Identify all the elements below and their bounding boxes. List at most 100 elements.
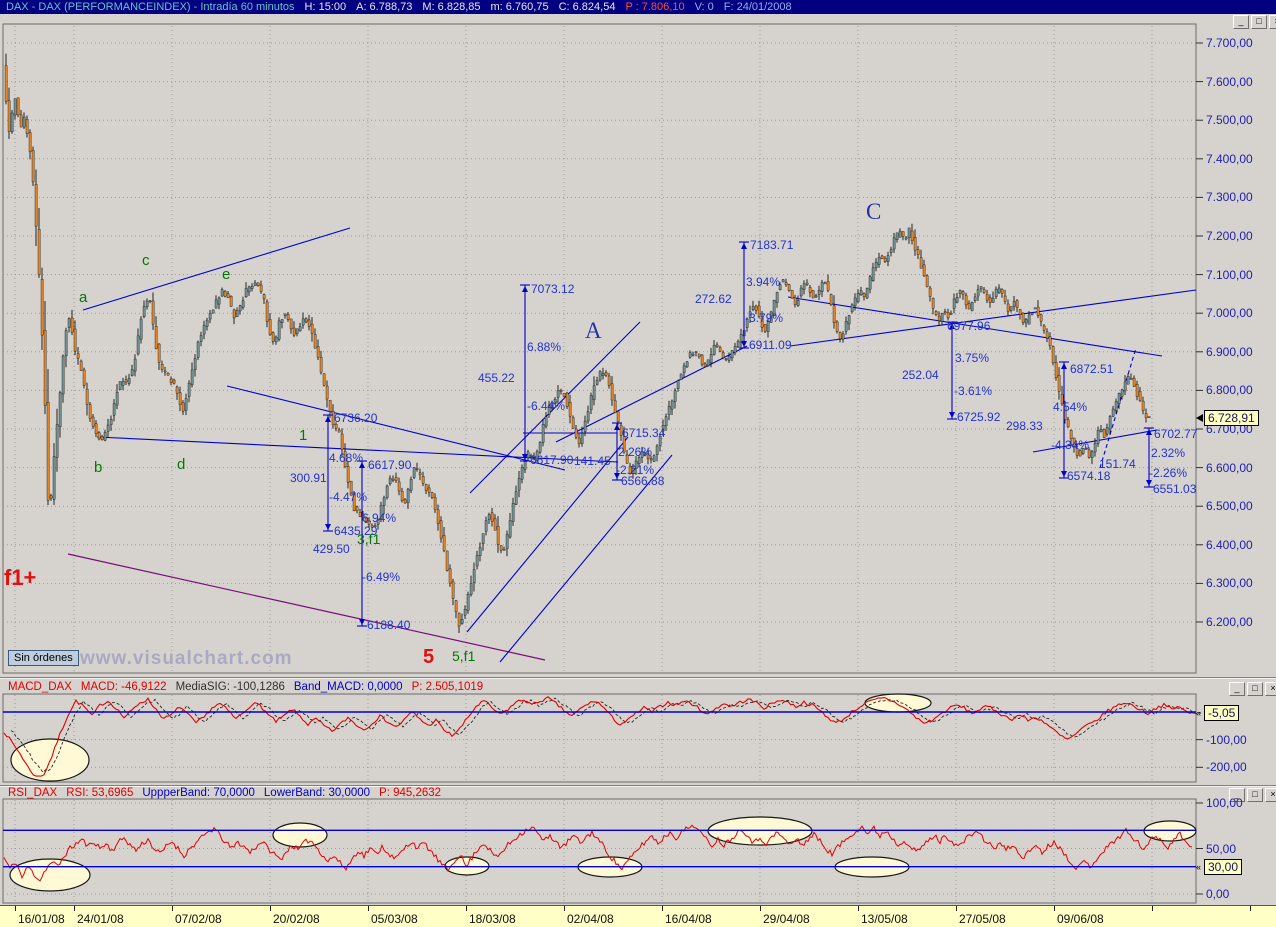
annotation-label: e xyxy=(222,266,230,283)
candle-body xyxy=(916,249,920,255)
candle-body xyxy=(220,289,224,297)
macd-pane-close-button[interactable]: × xyxy=(1265,682,1276,696)
annotation-label: 3.75% xyxy=(955,351,989,365)
candle-body xyxy=(523,461,527,470)
date-tick xyxy=(466,906,467,911)
candle-body xyxy=(406,488,410,504)
candle-body xyxy=(529,455,533,457)
main-pane-minimize-button[interactable]: _ xyxy=(1233,15,1249,29)
candle-body xyxy=(748,311,752,318)
date-label: 09/06/08 xyxy=(1057,912,1104,926)
candle-body xyxy=(604,372,608,376)
candle-body xyxy=(691,353,695,356)
annotation-label: 6702.77 xyxy=(1154,427,1198,441)
main-pane-close-button[interactable]: × xyxy=(1269,15,1276,29)
candle-body xyxy=(580,433,584,444)
candle-body xyxy=(271,332,275,342)
annotation-label: -3.79% xyxy=(745,311,783,325)
annotation-label: -6.49% xyxy=(362,570,400,584)
candle-body xyxy=(409,479,413,491)
candle-body xyxy=(1096,430,1100,444)
candle-body xyxy=(850,304,854,312)
candle-body xyxy=(820,282,824,293)
trendline xyxy=(82,227,351,311)
candle-body xyxy=(577,437,581,444)
title-bar-segment: V: 0 xyxy=(694,1,714,13)
candle-body xyxy=(1066,419,1070,428)
candle-body xyxy=(1075,448,1079,456)
measure-arrowhead-down xyxy=(1061,471,1067,477)
candle-body xyxy=(670,400,674,410)
candle-body xyxy=(1012,301,1016,307)
candle-body xyxy=(964,295,968,306)
candle-body xyxy=(532,455,536,458)
candle-body xyxy=(856,293,860,302)
candle-body xyxy=(724,358,728,361)
candle-body xyxy=(439,520,443,539)
candle-body xyxy=(250,286,254,289)
candle-body xyxy=(637,457,641,464)
candle-body xyxy=(1138,391,1142,401)
candle-body xyxy=(223,291,227,297)
annotation-label: 7183.71 xyxy=(750,238,794,252)
candle-body xyxy=(745,319,749,328)
candle-body xyxy=(631,467,635,474)
candle-body xyxy=(16,97,20,116)
candle-body xyxy=(337,429,341,433)
date-tick xyxy=(760,906,761,911)
candle-body xyxy=(1021,312,1025,323)
macd-pane-maximize-button[interactable]: □ xyxy=(1247,682,1263,696)
purple-trendline xyxy=(67,553,546,661)
rsi-pane-maximize-button[interactable]: □ xyxy=(1247,788,1263,802)
candle-body xyxy=(46,401,50,501)
current-price-pointer xyxy=(1196,414,1203,422)
candle-body xyxy=(286,314,290,320)
candle-body xyxy=(385,485,389,498)
candle-body xyxy=(328,399,332,412)
measure-arrowhead-down xyxy=(1146,480,1152,486)
annotation-label: b xyxy=(94,459,102,476)
candle-body xyxy=(127,378,131,384)
candle-body xyxy=(352,494,356,512)
candle-body xyxy=(1018,309,1022,315)
candle-body xyxy=(163,370,167,373)
candle-body xyxy=(658,436,662,446)
annotation-label: C xyxy=(866,199,881,224)
candle-body xyxy=(793,297,797,305)
candle-body xyxy=(457,612,461,627)
macd-axis-label: -200,00 xyxy=(1206,760,1247,775)
candle-body xyxy=(1108,416,1112,430)
candle-body xyxy=(52,456,56,500)
rsi-pane-close-button[interactable]: × xyxy=(1265,788,1276,802)
candle-body xyxy=(853,297,857,307)
main-pane-window-controls: _□× xyxy=(1233,15,1276,29)
candle-body xyxy=(823,282,827,285)
candle-body xyxy=(892,237,896,250)
candle-body xyxy=(7,100,11,132)
candle-body xyxy=(925,275,929,287)
candle-body xyxy=(511,503,515,522)
candle-body xyxy=(1054,362,1058,378)
candle-body xyxy=(694,351,698,353)
candle-body xyxy=(391,478,395,481)
candle-body xyxy=(718,347,722,352)
candle-body xyxy=(1111,408,1115,417)
candle-body xyxy=(193,358,197,371)
title-bar-segment: H: 15:00 xyxy=(304,1,347,13)
candle-body xyxy=(1006,303,1010,312)
main-pane-maximize-button[interactable]: □ xyxy=(1251,15,1267,29)
rsi-pane-minimize-button[interactable]: _ xyxy=(1229,788,1245,802)
rsi-highlight-ellipse xyxy=(272,822,328,848)
candle-body xyxy=(628,465,632,474)
candle-body xyxy=(376,519,380,525)
candle-body xyxy=(592,385,596,401)
candle-body xyxy=(517,478,521,491)
candle-body xyxy=(442,535,446,551)
candle-body xyxy=(130,369,134,376)
date-label: 24/01/08 xyxy=(77,912,124,926)
candle-body xyxy=(265,301,269,322)
date-label: 18/03/08 xyxy=(469,912,516,926)
candle-body xyxy=(403,499,407,504)
macd-pane-minimize-button[interactable]: _ xyxy=(1229,682,1245,696)
candle-body xyxy=(709,354,713,363)
